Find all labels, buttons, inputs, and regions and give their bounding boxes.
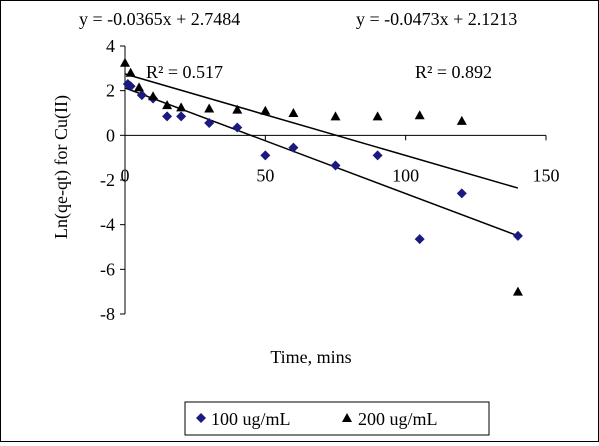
data-point-series-1 [232,122,243,133]
legend-label-series-1: 100 ug/mL [211,409,291,429]
data-point-series-2 [456,115,467,125]
data-point-series-2 [176,102,187,112]
data-point-series-2 [232,104,243,114]
data-point-series-2 [148,91,159,101]
y-tick-label: 0 [106,125,115,145]
axes [124,46,546,314]
legend: 100 ug/mL 200 ug/mL [184,401,490,436]
data-point-series-1 [122,78,133,89]
trendlines [124,73,519,237]
y-tick-label: -8 [100,304,115,324]
legend-box [184,401,490,436]
x-tick-label: 50 [256,165,274,185]
data-point-series-1 [136,90,147,101]
y-tick-label: -2 [100,170,115,190]
data-point-series-1 [414,234,425,245]
data-point-series-2 [372,111,383,121]
data-point-series-2 [330,111,341,121]
trendline-2-r2: R² = 0.892 [415,62,492,82]
ticks: 4 2 0 -2 -4 -6 -8 0 50 100 150 [100,36,560,324]
data-point-series-2 [288,108,299,117]
data-point-series-2 [204,103,215,113]
y-axis-title: Ln(qe-qt) for Cu(II) [51,95,72,239]
data-point-series-1 [204,118,215,129]
legend-label-series-2: 200 ug/mL [358,409,438,429]
y-tick-label: 4 [106,36,115,56]
data-point-series-1 [162,111,173,122]
y-tick-label: -4 [100,215,115,235]
x-axis-title: Time, mins [270,347,351,367]
data-points [120,57,523,296]
trendline-2 [124,87,519,237]
data-point-series-2 [120,57,130,67]
x-tick-label: 0 [121,165,130,185]
y-tick-label: -6 [100,259,115,279]
data-point-series-1 [456,188,467,199]
data-point-series-2 [134,82,145,92]
data-point-series-2 [125,67,136,77]
data-point-series-1 [330,160,341,171]
y-tick-label: 2 [106,81,115,101]
data-point-series-1 [372,150,383,161]
data-point-series-1 [260,150,271,161]
x-tick-label: 150 [533,165,560,185]
trendline-1-equation: y = -0.0365x + 2.7484 [79,9,240,29]
data-point-series-1 [176,111,187,122]
trendline-1 [124,73,519,189]
data-point-series-2 [512,286,523,296]
legend-marker-diamond [196,413,206,423]
data-point-series-1 [288,142,299,153]
trendline-2-equation: y = -0.0473x + 2.1213 [356,9,517,29]
data-point-series-2 [162,100,173,110]
data-point-series-2 [414,110,425,120]
legend-marker-triangle [342,413,352,422]
x-tick-label: 100 [392,165,419,185]
trendline-1-r2: R² = 0.517 [146,62,223,82]
data-point-series-1 [512,230,523,241]
data-point-series-2 [260,105,271,115]
